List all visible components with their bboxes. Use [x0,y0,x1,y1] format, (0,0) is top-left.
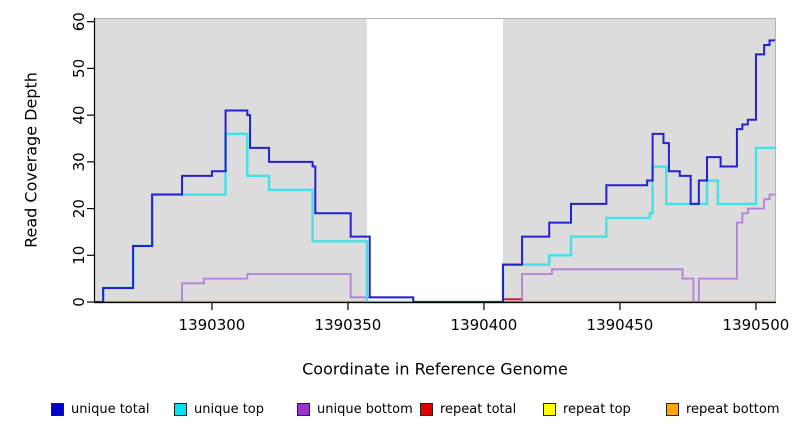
legend-item-unique-top: unique top [174,398,297,420]
plot-legend: unique total unique top unique bottom repea… [51,398,791,420]
legend-item-unique-total: unique total [51,398,174,420]
legend-swatch-repeat-top [543,402,556,416]
coverage-plot: 1390300 1390350 1390400 1390450 1390500 0 10 20… [70,12,790,334]
x-tick-label: 1390300 [179,316,246,334]
masked-gap-region [367,19,503,302]
legend-item-unique-bottom: unique bottom [297,398,420,420]
legend-swatch-repeat-bottom [666,402,679,416]
axis-lines [93,18,776,304]
legend-label-repeat-total: repeat total [440,401,517,417]
y-axis-title: Read Coverage Depth [21,72,41,248]
x-tick-label: 1390400 [451,316,518,334]
series-line-unique-total [95,39,775,303]
y-tick-label: 10 [70,246,88,265]
legend-swatch-unique-top [174,402,187,416]
x-tick-label: 1390450 [587,316,654,334]
legend-swatch-repeat-total [420,402,433,416]
y-tick-label: 0 [70,297,88,307]
legend-swatch-unique-total [51,402,64,416]
y-tick-label: 40 [70,106,88,125]
series-line-unique-bottom [95,193,775,303]
legend-item-repeat-total: repeat total [420,398,543,420]
y-tick-label: 20 [70,199,88,218]
panel-border [95,18,776,302]
legend-label-unique-top: unique top [194,401,265,417]
x-axis-title: Coordinate in Reference Genome [302,359,568,379]
y-tick-label: 50 [70,59,88,78]
legend-label-unique-total: unique total [71,401,150,417]
y-tick-label: 60 [70,12,88,31]
x-tick-label: 1390500 [723,316,790,334]
legend-label-repeat-top: repeat top [563,401,631,417]
legend-label-unique-bottom: unique bottom [317,401,413,417]
x-tick-label: 1390350 [315,316,382,334]
legend-swatch-unique-bottom [297,402,310,416]
legend-item-repeat-top: repeat top [543,398,666,420]
legend-label-repeat-bottom: repeat bottom [686,401,780,417]
legend-item-repeat-bottom: repeat bottom [666,398,789,420]
y-tick-label: 30 [70,152,88,171]
